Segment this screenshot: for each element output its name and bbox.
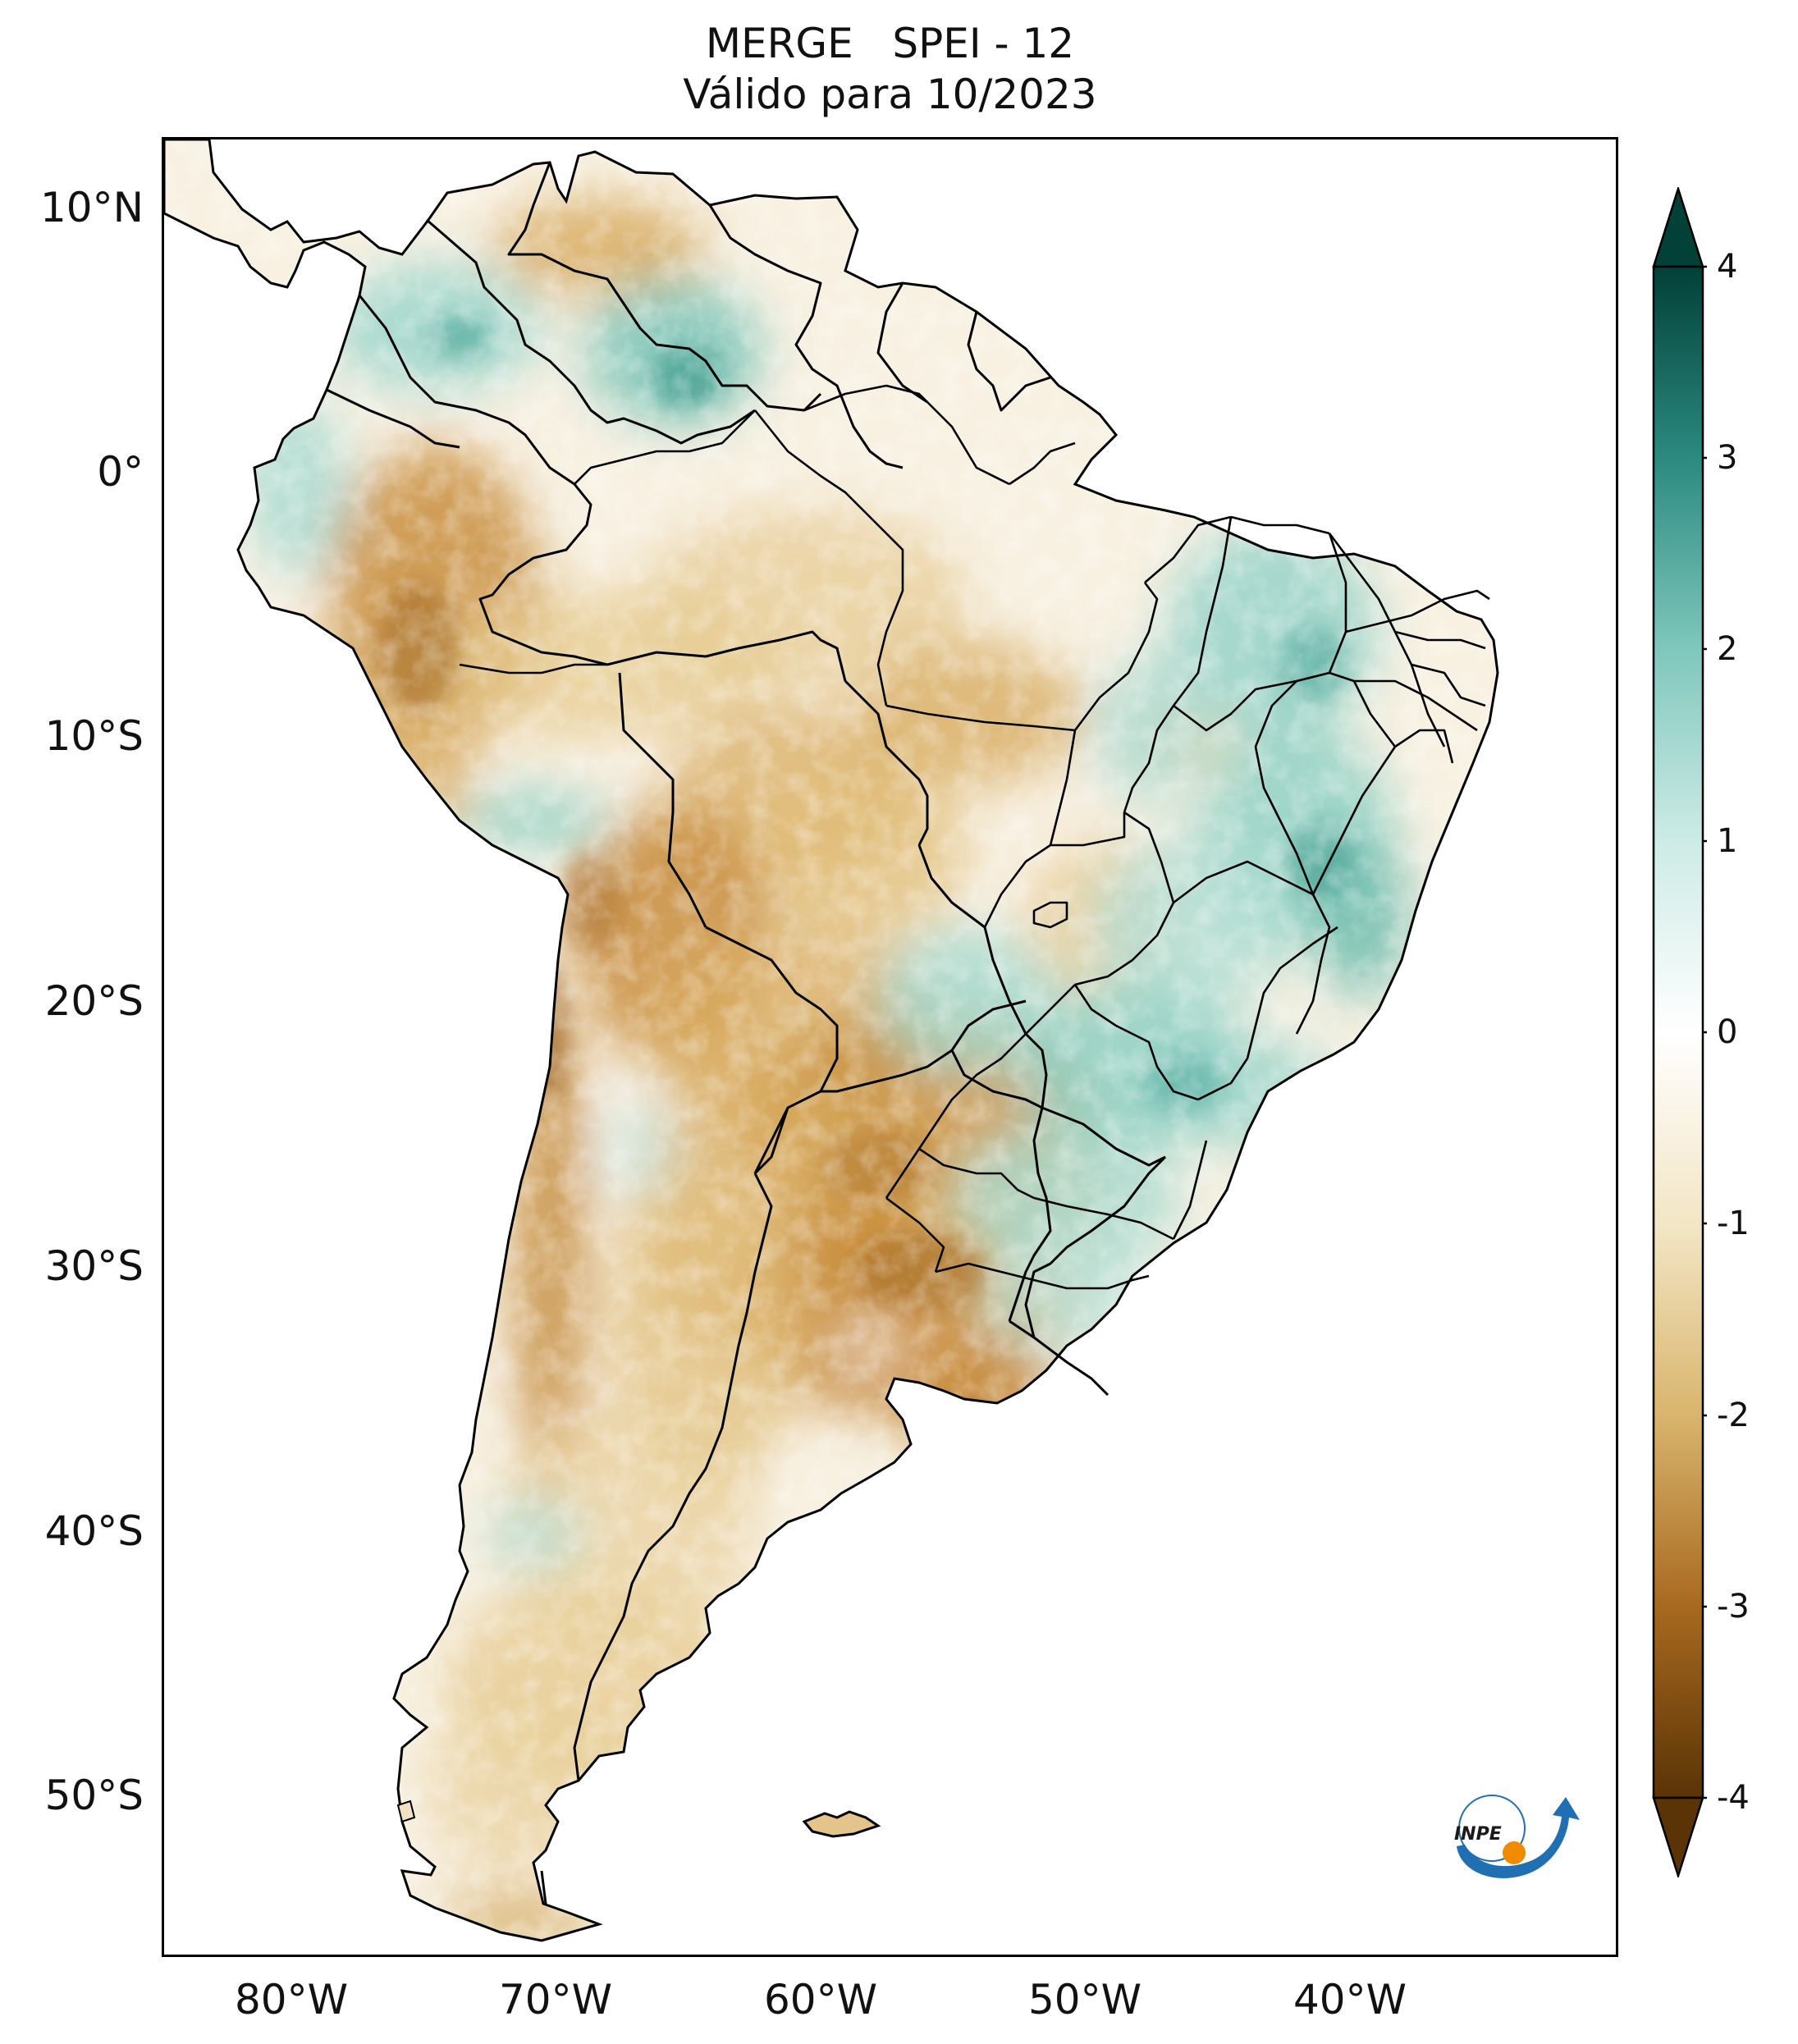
colorbar	[1652, 187, 1707, 1877]
colorbar-label: 3	[1717, 439, 1738, 477]
inpe-logo-ring	[1458, 1795, 1526, 1862]
inpe-logo-arc	[1457, 1797, 1580, 1878]
map-area	[162, 137, 1618, 1957]
colorbar-label: -1	[1717, 1205, 1750, 1242]
lat-label: 20°S	[44, 977, 144, 1025]
coastal-island	[396, 1799, 416, 1823]
inpe-logo: INPE	[1454, 1795, 1580, 1878]
country-borders	[326, 162, 1167, 1905]
colorbar-gradient	[1652, 265, 1704, 1799]
state-borders	[459, 384, 1490, 1290]
colorbar-ticks	[1703, 265, 1707, 1799]
lat-label: 40°S	[44, 1507, 144, 1555]
title-line-1: MERGE SPEI - 12	[705, 20, 1075, 67]
colorbar-label: -3	[1717, 1588, 1750, 1626]
colorbar-extend-min	[1652, 1796, 1704, 1877]
lat-label: 30°S	[44, 1242, 144, 1290]
lon-label: 80°W	[234, 1976, 349, 2023]
inpe-logo-dot	[1503, 1841, 1526, 1864]
falkland-islands	[802, 1810, 881, 1838]
lat-label: 10°N	[39, 184, 144, 231]
title-line-2: Válido para 10/2023	[683, 71, 1097, 118]
colorbar-label: 2	[1717, 630, 1738, 668]
lon-label: 50°W	[1027, 1976, 1142, 2023]
lon-label: 40°W	[1292, 1976, 1407, 2023]
map-title: MERGE SPEI - 12 Válido para 10/2023	[162, 18, 1618, 120]
colorbar-label: 0	[1717, 1013, 1738, 1051]
spei-field	[164, 139, 1498, 1941]
lat-label: 0°	[97, 448, 144, 496]
colorbar-label: 1	[1717, 822, 1738, 860]
lon-label: 70°W	[498, 1976, 613, 2023]
colorbar-label: -2	[1717, 1397, 1750, 1434]
spei-map	[164, 139, 1499, 1942]
inpe-logo-text: INPE	[1454, 1824, 1502, 1845]
lat-label: 10°S	[44, 712, 144, 760]
colorbar-extend-max	[1652, 187, 1704, 268]
lon-label: 60°W	[763, 1976, 878, 2023]
lat-label: 50°S	[44, 1772, 144, 1819]
colorbar-label: 4	[1717, 248, 1738, 286]
colorbar-label: -4	[1717, 1779, 1750, 1817]
